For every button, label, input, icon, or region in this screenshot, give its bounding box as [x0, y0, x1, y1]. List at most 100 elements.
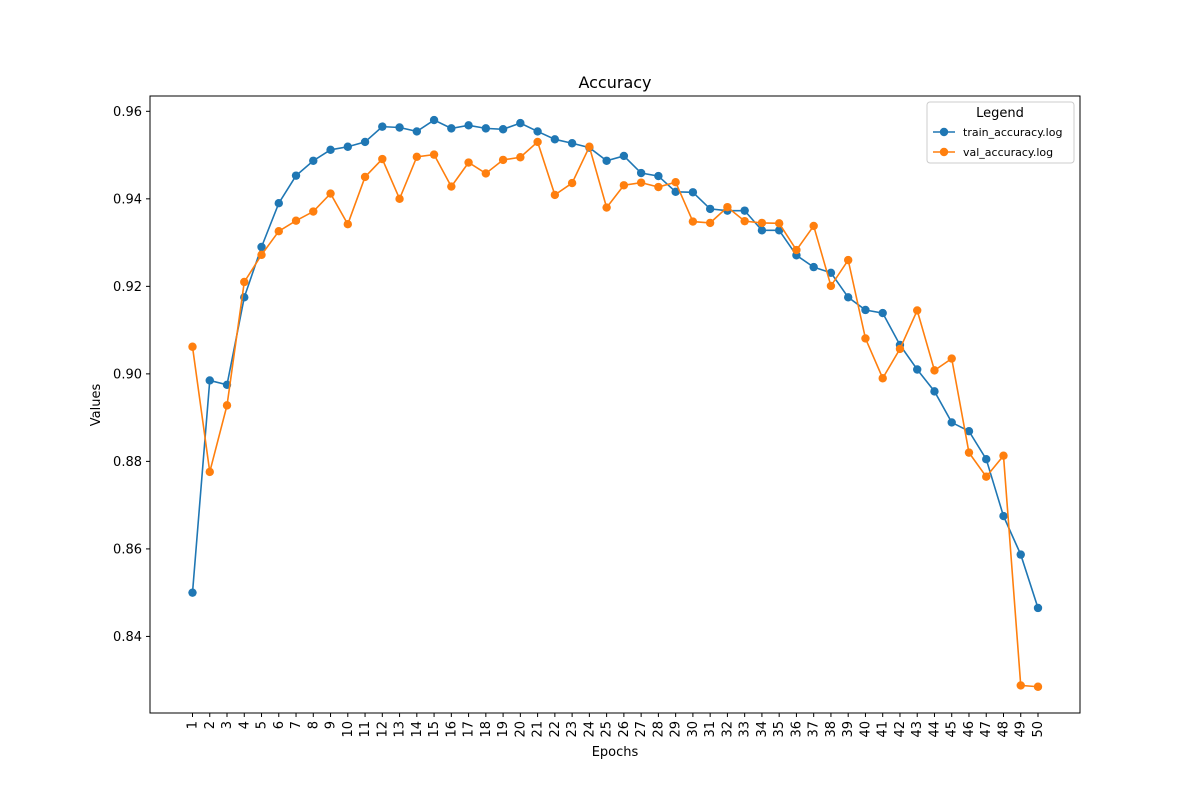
data-point [861, 305, 870, 315]
x-tick-label: 20 [513, 721, 528, 738]
legend: Legend train_accuracy.log val_accuracy.lo… [926, 101, 1075, 164]
x-tick-label: 34 [755, 721, 770, 738]
series-line [191, 140, 1039, 688]
x-tick-label: 25 [600, 721, 615, 738]
data-point [705, 204, 715, 214]
x-tick-label: 6 [272, 721, 287, 729]
data-point [326, 145, 335, 155]
data-point [1016, 681, 1025, 690]
data-point [947, 354, 956, 363]
x-tick-label: 13 [393, 721, 408, 738]
data-point [464, 121, 473, 130]
data-point [809, 262, 818, 272]
data-point [602, 203, 611, 212]
data-point [826, 281, 836, 291]
y-tick-label: 0.94 [113, 192, 142, 207]
data-point [947, 418, 956, 427]
chart-title: Accuracy [578, 73, 651, 92]
x-axis-title: Epochs [592, 745, 639, 760]
data-point [982, 454, 991, 464]
data-point [999, 451, 1008, 460]
data-point [740, 206, 749, 215]
data-point [240, 277, 249, 287]
data-point [792, 245, 801, 255]
data-point [809, 221, 818, 231]
data-point [343, 220, 352, 229]
data-point [257, 242, 266, 252]
x-tick-label: 21 [531, 721, 546, 738]
x-tick-label: 27 [634, 721, 649, 738]
x-tick-label: 15 [427, 721, 442, 738]
legend-title: Legend [976, 106, 1024, 121]
legend-marker [939, 147, 949, 157]
x-tick-label: 37 [807, 721, 822, 738]
y-tick-label: 0.92 [113, 280, 142, 295]
x-tick-label: 38 [824, 721, 839, 738]
x-tick-label: 44 [927, 721, 942, 738]
data-point [999, 511, 1008, 521]
data-point [774, 219, 784, 228]
data-point [533, 127, 542, 136]
data-point [395, 123, 404, 132]
data-point [447, 182, 456, 191]
data-point [878, 374, 887, 383]
data-point [636, 178, 646, 187]
x-tick-label: 40 [858, 721, 873, 738]
x-tick-label: 14 [410, 721, 425, 738]
y-axis: 0.84 0.86 0.88 0.90 0.92 0.94 0.96 [113, 105, 150, 645]
data-point [964, 448, 974, 457]
data-point [619, 181, 629, 190]
data-point [688, 188, 698, 197]
data-point [636, 168, 646, 178]
x-tick-label: 49 [1014, 721, 1029, 738]
x-tick-label: 32 [720, 721, 735, 738]
data-point [878, 308, 887, 318]
x-tick-label: 3 [220, 721, 235, 729]
data-point [378, 154, 387, 164]
data-point [930, 387, 939, 396]
data-point [654, 171, 663, 181]
data-point [688, 217, 698, 226]
data-point [481, 169, 491, 178]
data-point [550, 190, 560, 200]
data-point [671, 187, 680, 197]
x-tick-label: 28 [651, 721, 666, 738]
data-point [826, 268, 836, 277]
data-point [309, 207, 318, 216]
data-point [360, 172, 370, 182]
x-tick-label: 23 [565, 721, 580, 738]
data-point [188, 342, 197, 351]
data-point [447, 124, 456, 133]
data-point [895, 344, 905, 354]
data-point [774, 226, 784, 235]
data-point [429, 115, 439, 125]
x-tick-label: 39 [841, 721, 856, 738]
legend-label: val_accuracy.log [963, 146, 1053, 159]
data-point [930, 366, 939, 375]
y-tick-label: 0.86 [113, 542, 142, 557]
x-tick-label: 42 [893, 721, 908, 738]
data-point [412, 152, 422, 162]
data-point [843, 293, 853, 302]
data-point [982, 472, 991, 481]
x-tick-label: 36 [789, 721, 804, 738]
x-tick-label: 12 [375, 721, 390, 738]
data-point [378, 122, 387, 131]
x-tick-label: 22 [548, 721, 563, 738]
y-tick-label: 0.96 [113, 105, 142, 120]
y-axis-title: Values [89, 384, 104, 427]
x-tick-label: 11 [358, 721, 373, 738]
data-point [1033, 603, 1043, 613]
x-tick-label: 31 [703, 721, 718, 738]
data-point [464, 158, 473, 167]
data-point [360, 137, 370, 147]
x-tick-label: 26 [617, 721, 632, 738]
data-point [516, 118, 525, 128]
x-tick-label: 1 [186, 721, 201, 729]
data-point [913, 365, 922, 374]
data-point [757, 218, 767, 228]
plot-frame [149, 95, 1081, 714]
data-point [291, 171, 301, 180]
x-tick-label: 46 [962, 721, 977, 738]
